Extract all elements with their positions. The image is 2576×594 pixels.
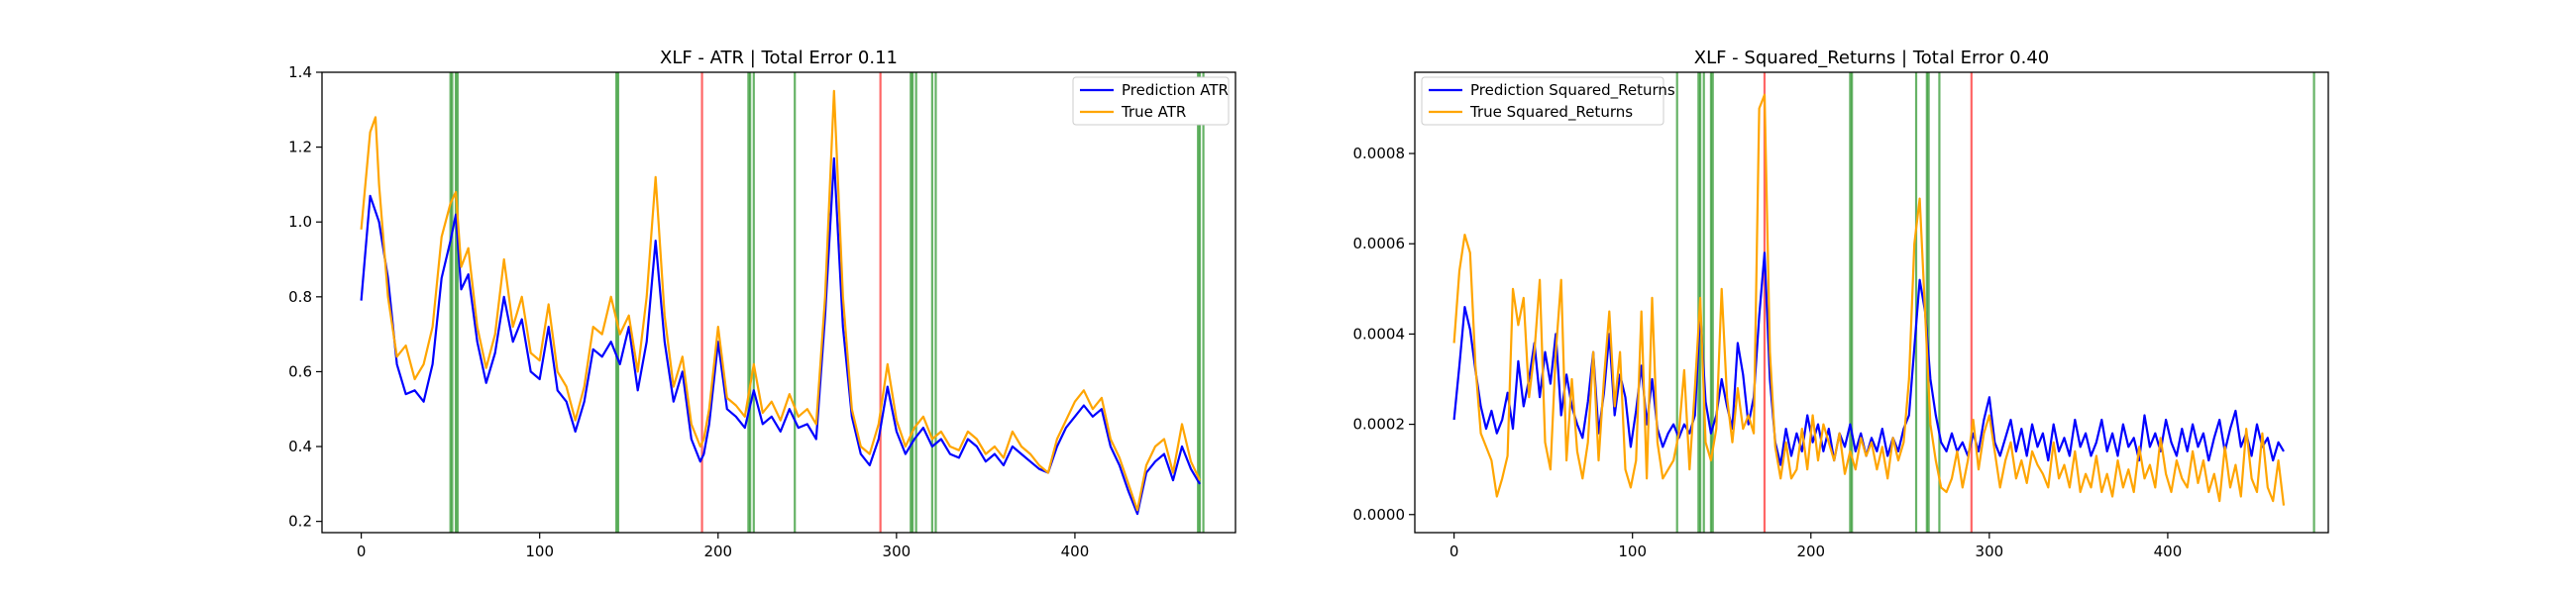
- x-tick-label: 0: [357, 543, 367, 560]
- y-tick-label: 0.0002: [1353, 416, 1406, 434]
- y-tick-label: 0.2: [288, 513, 312, 531]
- legend-label-true: True Squared_Returns: [1469, 103, 1633, 122]
- y-tick-label: 0.0004: [1353, 325, 1406, 343]
- x-tick-label: 300: [883, 543, 912, 560]
- y-tick-label: 0.4: [288, 438, 312, 455]
- legend: Prediction ATR True ATR: [1072, 76, 1230, 126]
- legend-box: [1421, 76, 1664, 126]
- series-group: [1452, 93, 2286, 506]
- axes-frame: [1414, 71, 2329, 534]
- x-tick-label: 200: [1796, 543, 1825, 560]
- chart-title: XLF - ATR | Total Error 0.11: [660, 48, 898, 68]
- series-line: [1452, 93, 2286, 506]
- x-tick-label: 300: [1976, 543, 2004, 560]
- axes-frame: [321, 71, 1236, 534]
- y-tick-label: 1.2: [288, 139, 312, 156]
- legend-label-true: True ATR: [1121, 103, 1186, 121]
- x-tick-label: 100: [1618, 543, 1647, 560]
- series-line: [360, 156, 1201, 516]
- legend: Prediction Squared_Returns True Squared_…: [1421, 76, 1675, 126]
- y-tick-label: 1.4: [288, 63, 312, 81]
- y-tick-label: 0.8: [288, 288, 312, 306]
- x-tick-label: 100: [525, 543, 554, 560]
- series-line: [360, 89, 1201, 512]
- tick-group: 0 100 200 300 400 0.2 0.4 0.6 0.8 1.0 1.2 1.4: [288, 63, 1089, 560]
- x-tick-label: 0: [1449, 543, 1459, 560]
- x-tick-label: 400: [2154, 543, 2183, 560]
- chart-squared-returns: XLF - Squared_Returns | Total Error 0.40…: [1353, 48, 2329, 560]
- legend-label-prediction: Prediction ATR: [1122, 81, 1229, 99]
- tick-group: 0 100 200 300 400 0.0000 0.0002 0.0004 0.0006 0.0…: [1353, 145, 2183, 560]
- vline-group: [449, 72, 1205, 533]
- y-tick-label: 0.6: [288, 362, 312, 380]
- chart-title: XLF - Squared_Returns | Total Error 0.40: [1694, 48, 2050, 68]
- x-tick-label: 400: [1061, 543, 1090, 560]
- y-tick-label: 0.0006: [1353, 235, 1406, 252]
- y-tick-label: 1.0: [288, 213, 312, 231]
- y-tick-label: 0.0008: [1353, 145, 1406, 162]
- series-group: [360, 89, 1201, 516]
- chart-atr: XLF - ATR | Total Error 0.11 0 100 200 300 4…: [288, 48, 1236, 560]
- legend-label-prediction: Prediction Squared_Returns: [1470, 81, 1675, 100]
- x-tick-label: 200: [703, 543, 732, 560]
- y-tick-label: 0.0000: [1353, 506, 1406, 524]
